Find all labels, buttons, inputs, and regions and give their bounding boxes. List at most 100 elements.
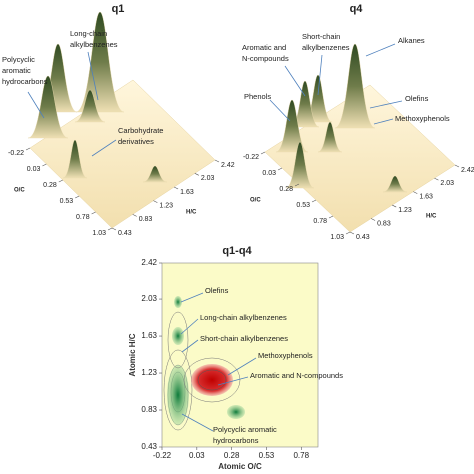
annotation: Olefins xyxy=(405,94,429,103)
y-tick xyxy=(413,191,418,194)
y-axis-label: H/C xyxy=(186,210,197,216)
y-axis-label: Atomic H/C xyxy=(128,333,137,376)
y-tick-label: 1.23 xyxy=(159,203,173,210)
y-tick-label: 2.42 xyxy=(221,162,235,169)
x-tick xyxy=(260,151,266,155)
chart-title: q4 xyxy=(350,3,364,15)
x-tick xyxy=(58,179,63,183)
leader-line xyxy=(373,118,394,125)
y-tick xyxy=(111,227,117,231)
x-tick-label: 0.03 xyxy=(262,170,276,177)
y-tick xyxy=(349,231,355,235)
surface-peak xyxy=(275,99,309,153)
x-tick xyxy=(328,215,334,219)
density-blob xyxy=(191,364,233,396)
annotation: Phenols xyxy=(244,92,271,101)
leader-line xyxy=(227,357,257,376)
x-tick-label: 0.03 xyxy=(189,451,205,460)
y-tick-label: 2.42 xyxy=(141,258,157,267)
y-tick-label: 0.43 xyxy=(118,230,132,237)
y-tick-label: 2.03 xyxy=(141,294,157,303)
annotation: alkylbenzenes xyxy=(70,40,118,49)
y-tick xyxy=(370,218,376,221)
x-tick-label: 1.03 xyxy=(330,234,344,241)
leader-line xyxy=(27,91,45,119)
leader-line xyxy=(181,339,199,353)
annotation: Polycyclic xyxy=(2,55,35,64)
leader-line xyxy=(269,99,291,122)
annotation: Aromatic and N-compounds xyxy=(250,371,343,380)
annotation: Short-chain xyxy=(302,32,340,41)
surface-peak xyxy=(317,121,343,153)
x-tick-label: -0.22 xyxy=(153,451,172,460)
annotation: Alkanes xyxy=(398,36,425,45)
x-tick-label: 0.53 xyxy=(259,451,275,460)
x-axis-label: Atomic O/C xyxy=(218,462,262,471)
x-axis-label: O/C xyxy=(250,198,261,204)
density-blob xyxy=(172,327,184,345)
surface-peak xyxy=(290,80,320,128)
y-tick-label: 0.83 xyxy=(141,405,157,414)
x-tick xyxy=(345,231,351,235)
y-tick-label: 0.43 xyxy=(141,442,157,451)
leader-line xyxy=(284,65,306,97)
y-tick-label: 2.42 xyxy=(461,167,474,174)
x-axis-label: O/C xyxy=(14,188,25,194)
leader-line xyxy=(369,100,403,109)
x-tick-label: -0.22 xyxy=(243,154,259,161)
leader-line xyxy=(180,318,199,335)
x-tick xyxy=(25,147,31,151)
density-blob xyxy=(174,296,182,308)
annotation: Olefins xyxy=(205,286,229,295)
surface-peak xyxy=(75,11,125,113)
annotation: N-compounds xyxy=(242,54,289,63)
leader-line xyxy=(180,292,204,303)
x-tick-label: 0.53 xyxy=(296,202,310,209)
surface-peak xyxy=(382,175,408,193)
y-tick xyxy=(454,164,460,168)
leader-line xyxy=(91,139,117,157)
surface-peak xyxy=(285,141,315,189)
x-tick xyxy=(107,227,113,231)
x-tick xyxy=(42,163,47,167)
leader-line xyxy=(317,54,323,96)
y-tick-label: 2.03 xyxy=(201,175,215,182)
x-tick-label: -0.22 xyxy=(8,150,24,157)
x-tick xyxy=(311,199,317,203)
contour-ring xyxy=(183,357,241,403)
y-tick-label: 0.43 xyxy=(356,234,370,241)
surface-peak xyxy=(27,75,69,139)
y-tick-label: 2.03 xyxy=(440,180,454,187)
surface-peak xyxy=(142,165,168,183)
x-tick xyxy=(91,211,96,215)
x-tick-label: 0.78 xyxy=(293,451,309,460)
chart-title: q1 xyxy=(112,3,125,15)
y-tick-label: 1.23 xyxy=(398,207,412,214)
annotation: Methoxyphenols xyxy=(258,351,313,360)
leader-line xyxy=(217,376,249,386)
x-tick xyxy=(294,183,300,187)
surface-peak xyxy=(74,89,106,123)
density-blob xyxy=(167,365,189,425)
y-tick-label: 1.63 xyxy=(419,193,433,200)
annotation: Carbohydrate xyxy=(118,126,163,135)
y-tick xyxy=(434,177,439,181)
annotation: hydrocarbons xyxy=(2,77,48,86)
x-tick xyxy=(277,167,283,171)
annotation: alkylbenzenes xyxy=(302,43,350,52)
leader-line xyxy=(181,413,214,432)
y-tick-label: 1.63 xyxy=(141,331,157,340)
y-tick-label: 1.23 xyxy=(141,368,157,377)
y-tick xyxy=(214,159,220,163)
y-tick-label: 1.63 xyxy=(180,189,194,196)
x-tick-label: 0.03 xyxy=(27,166,41,173)
density-blob xyxy=(227,405,245,419)
x-tick-label: 0.53 xyxy=(60,198,74,205)
y-tick xyxy=(153,200,158,203)
x-tick-label: 0.28 xyxy=(279,186,293,193)
annotation: derivatives xyxy=(118,137,154,146)
contour-ring xyxy=(197,369,227,391)
y-tick xyxy=(173,186,179,190)
annotation: Methoxyphenols xyxy=(395,114,450,123)
